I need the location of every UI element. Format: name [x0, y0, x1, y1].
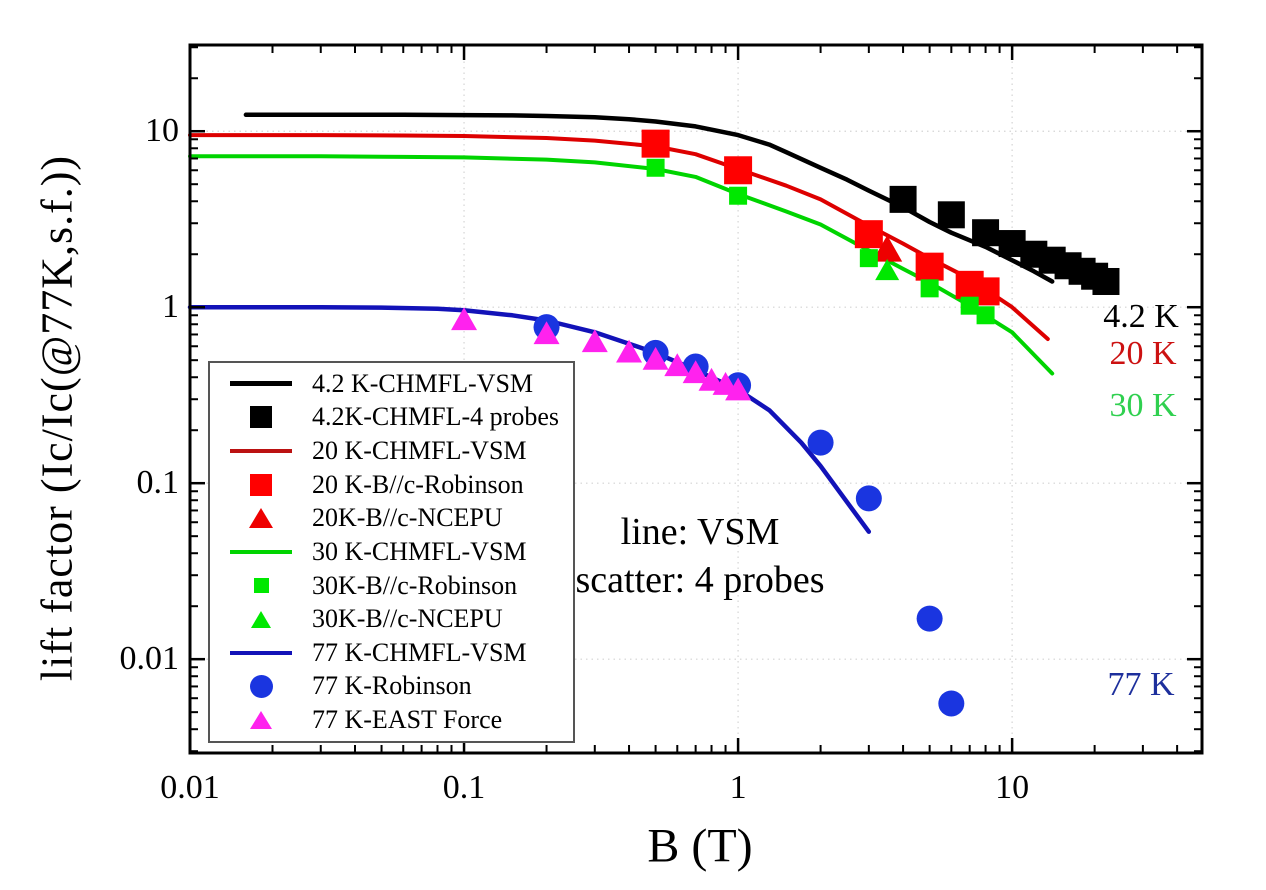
legend-marker-square — [210, 406, 312, 429]
series-marker-30k-b-c-robinson — [960, 296, 979, 315]
series-marker-77-k-east-force — [616, 339, 643, 363]
legend-label: 20 K-CHMFL-VSM — [312, 436, 527, 466]
legend-label: 4.2 K-CHMFL-VSM — [312, 368, 534, 398]
legend-item: 30K-B//c-NCEPU — [210, 603, 573, 636]
legend-label: 77 K-Robinson — [312, 671, 472, 701]
legend-item: 20 K-CHMFL-VSM — [210, 435, 573, 468]
series-marker-4.2k-chmfl-4-probes — [937, 201, 965, 229]
series-marker-30k-b-c-ncepu — [875, 259, 900, 281]
y-axis-title: lift factor (Ic/Ic(@77K,s.f.)) — [32, 154, 82, 682]
legend-item: 20 K-B//c-Robinson — [210, 468, 573, 501]
legend-item: 77 K-CHMFL-VSM — [210, 636, 573, 669]
legend-marker-square — [210, 578, 312, 594]
series-marker-30k-b-c-robinson — [920, 279, 939, 298]
legend-marker-triangle — [210, 711, 312, 730]
series-marker-30k-b-c-robinson — [976, 306, 995, 325]
series-marker-77-k-robinson — [807, 429, 834, 456]
legend-item: 77 K-Robinson — [210, 670, 573, 703]
legend-marker-square — [210, 473, 312, 496]
legend-label: 4.2K-CHMFL-4 probes — [312, 402, 559, 432]
legend-marker-line — [210, 449, 312, 454]
y-tick-label: 0.01 — [119, 640, 180, 678]
series-marker-77-k-east-force — [642, 346, 669, 370]
series-marker-77-k-robinson — [938, 690, 965, 717]
x-tick-label: 10 — [995, 769, 1030, 806]
temp-label-30-k: 30 K — [1109, 387, 1177, 424]
legend-marker-triangle — [210, 508, 312, 529]
legend-label: 30 K-CHMFL-VSM — [312, 536, 527, 566]
series-marker-77-k-robinson — [855, 485, 882, 512]
legend-item: 30 K-CHMFL-VSM — [210, 535, 573, 568]
x-tick-label: 0.1 — [442, 769, 486, 806]
legend-label: 77 K-EAST Force — [312, 705, 503, 735]
series-marker-77-k-east-force — [533, 321, 560, 345]
annotation-line-1: line: VSM — [620, 511, 780, 553]
series-marker-20-k-b-c-robinson — [915, 252, 944, 281]
series-marker-77-k-east-force — [581, 329, 608, 353]
series-marker-77-k-east-force — [698, 367, 725, 391]
y-tick-label: 0.1 — [136, 464, 180, 502]
legend-marker-line — [210, 650, 312, 655]
series-marker-77-k-east-force — [664, 353, 691, 377]
series-marker-20-k-b-c-robinson — [641, 129, 670, 158]
legend-marker-circle — [210, 674, 312, 698]
series-marker-77-k-east-force — [451, 307, 478, 331]
x-tick-label: 0.01 — [160, 769, 220, 806]
series-marker-4.2k-chmfl-4-probes — [972, 219, 1000, 247]
legend-marker-triangle — [210, 610, 312, 628]
legend-label: 20 K-B//c-Robinson — [312, 469, 524, 499]
y-tick-label: 1 — [162, 288, 179, 326]
legend-item: 77 K-EAST Force — [210, 704, 573, 737]
legend-item: 30K-B//c-Robinson — [210, 569, 573, 602]
temp-label-4-2-k: 4.2 K — [1103, 298, 1179, 335]
legend-item: 20K-B//c-NCEPU — [210, 502, 573, 535]
legend-marker-line — [210, 381, 312, 387]
legend-item: 4.2K-CHMFL-4 probes — [210, 401, 573, 434]
series-marker-20-k-b-c-robinson — [724, 156, 753, 185]
legend-label: 30K-B//c-NCEPU — [312, 604, 503, 634]
series-marker-4.2k-chmfl-4-probes — [1092, 267, 1120, 295]
temp-label-77-k: 77 K — [1107, 666, 1175, 703]
plot-legend: 4.2 K-CHMFL-VSM 4.2K-CHMFL-4 probes 20 K-C… — [208, 361, 575, 743]
x-axis-title: B (T) — [647, 819, 753, 873]
temp-label-20-k: 20 K — [1109, 335, 1177, 372]
series-marker-30k-b-c-robinson — [646, 158, 665, 177]
series-marker-30k-b-c-robinson — [859, 249, 878, 268]
series-marker-77-k-east-force — [682, 360, 709, 384]
plot-annotation: line: VSM scatter: 4 probes — [575, 508, 824, 604]
series-marker-77-k-east-force — [725, 377, 752, 401]
series-marker-4.2k-chmfl-4-probes — [889, 185, 917, 213]
x-tick-label: 1 — [729, 769, 747, 806]
series-marker-77-k-robinson — [916, 605, 943, 632]
annotation-line-2: scatter: 4 probes — [575, 559, 825, 601]
series-marker-20k-b-c-ncepu — [872, 235, 903, 262]
legend-item: 4.2 K-CHMFL-VSM — [210, 367, 573, 400]
y-tick-label: 10 — [145, 112, 179, 150]
legend-label: 30K-B//c-Robinson — [312, 570, 518, 600]
legend-label: 77 K-CHMFL-VSM — [312, 637, 527, 667]
series-marker-30k-b-c-robinson — [729, 186, 748, 205]
series-marker-20-k-b-c-robinson — [854, 220, 883, 249]
legend-label: 20K-B//c-NCEPU — [312, 503, 503, 533]
legend-marker-line — [210, 549, 312, 554]
